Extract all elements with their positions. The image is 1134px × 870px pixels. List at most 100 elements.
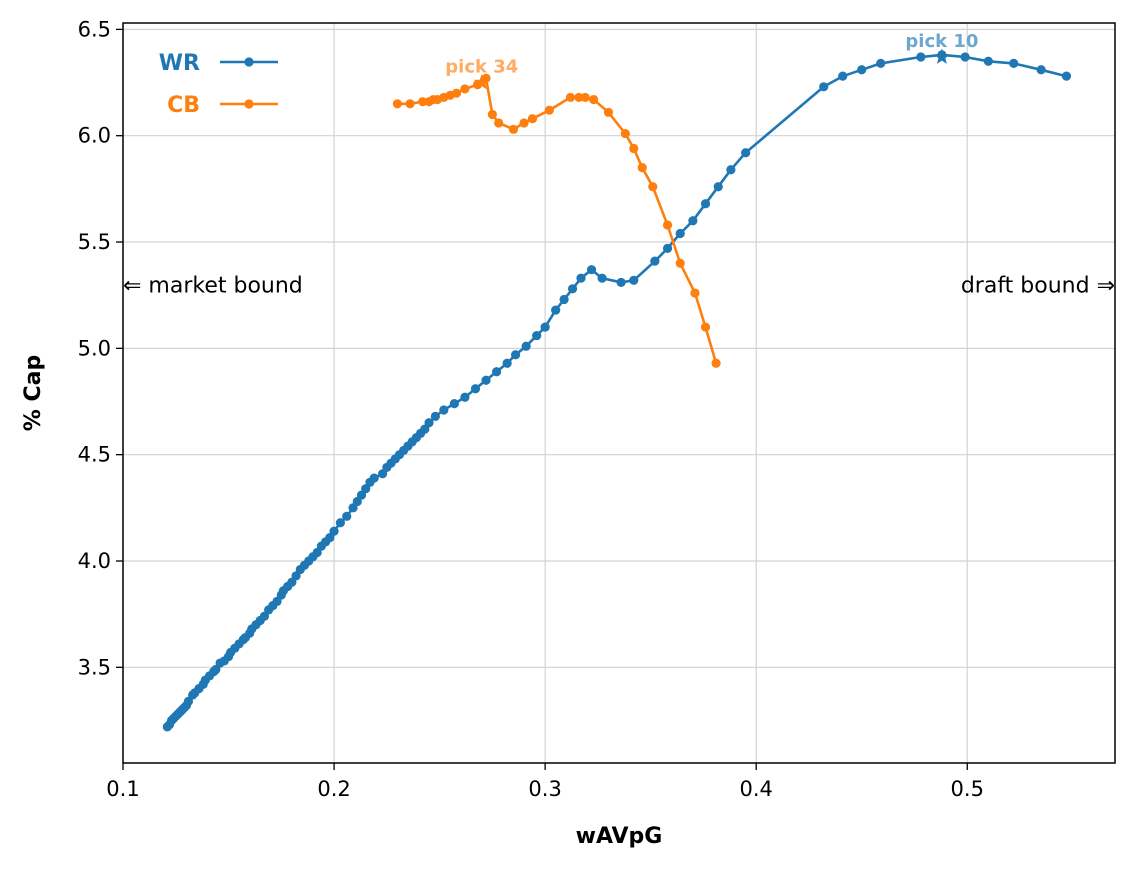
data-point-cb bbox=[662, 220, 673, 230]
y-tick-label: 6.5 bbox=[78, 17, 111, 41]
data-point-wr bbox=[449, 399, 459, 409]
x-tick-label: 0.1 bbox=[106, 777, 139, 801]
x-axis: 0.1 0.2 0.3 0.4 0.5 bbox=[106, 763, 984, 801]
data-point-wr bbox=[616, 277, 626, 288]
data-point-cb bbox=[700, 322, 711, 332]
data-point-wr bbox=[876, 58, 886, 69]
legend-marker-cb bbox=[244, 99, 254, 109]
series-cb bbox=[392, 73, 721, 368]
data-point-wr bbox=[567, 284, 578, 294]
legend-label-wr: WR bbox=[159, 51, 200, 76]
data-point-cb bbox=[527, 114, 538, 124]
series-wr bbox=[162, 50, 1072, 732]
data-point-wr bbox=[597, 273, 607, 283]
data-point-cb bbox=[574, 92, 584, 103]
data-point-cb bbox=[580, 92, 590, 103]
x-tick-label: 0.5 bbox=[951, 777, 984, 801]
data-point-wr bbox=[481, 375, 491, 385]
data-point-wr bbox=[662, 243, 673, 254]
x-axis-title: wAVpG bbox=[576, 824, 663, 849]
data-point-wr bbox=[838, 71, 848, 81]
data-point-cb bbox=[620, 128, 630, 139]
y-tick-label: 6.0 bbox=[78, 124, 111, 148]
x-tick-label: 0.4 bbox=[739, 777, 772, 801]
star-marker-icon bbox=[933, 48, 950, 64]
series-line-wr bbox=[166, 53, 1067, 728]
draft-bound-note: draft bound ⇒ bbox=[961, 274, 1115, 299]
x-tick-label: 0.2 bbox=[317, 777, 350, 801]
data-point-cb bbox=[690, 288, 700, 298]
data-point-wr bbox=[502, 358, 512, 368]
annotations: pick 10 pick 34 bbox=[445, 31, 978, 90]
data-point-wr bbox=[983, 56, 993, 66]
data-point-cb bbox=[451, 88, 462, 98]
data-point-wr bbox=[460, 392, 470, 402]
data-point-wr bbox=[559, 294, 569, 305]
data-point-wr bbox=[540, 322, 550, 332]
star-marker-icon bbox=[473, 74, 490, 90]
data-point-cb bbox=[675, 258, 685, 268]
y-tick-label: 5.0 bbox=[78, 336, 111, 360]
legend-label-cb: CB bbox=[167, 93, 200, 118]
y-tick-label: 5.5 bbox=[78, 230, 111, 254]
data-point-wr bbox=[700, 199, 711, 209]
data-point-wr bbox=[741, 148, 751, 158]
data-point-cb bbox=[629, 143, 639, 154]
data-point-wr bbox=[521, 341, 531, 351]
data-point-wr bbox=[335, 518, 345, 528]
data-point-cb bbox=[544, 105, 554, 115]
data-point-wr bbox=[586, 265, 597, 275]
data-point-wr bbox=[576, 273, 586, 283]
data-point-wr bbox=[532, 330, 542, 341]
data-point-cb bbox=[565, 92, 576, 103]
data-point-cb bbox=[494, 118, 504, 128]
y-tick-label: 4.5 bbox=[78, 443, 111, 467]
data-point-wr bbox=[470, 384, 481, 394]
data-point-cb bbox=[519, 118, 529, 128]
grid-lines bbox=[122, 23, 1115, 763]
data-point-cb bbox=[460, 84, 470, 94]
data-point-wr bbox=[629, 275, 639, 285]
annotation-label: pick 34 bbox=[445, 57, 518, 78]
data-point-wr bbox=[726, 165, 736, 175]
data-point-wr bbox=[1061, 71, 1072, 81]
data-point-cb bbox=[405, 99, 415, 109]
y-tick-label: 4.0 bbox=[78, 549, 111, 573]
legend-marker-wr bbox=[244, 57, 254, 67]
data-point-wr bbox=[551, 305, 561, 315]
x-tick-label: 0.3 bbox=[528, 777, 561, 801]
data-point-wr bbox=[439, 405, 449, 415]
plot-frame bbox=[122, 22, 1116, 764]
data-point-wr bbox=[675, 228, 685, 239]
data-point-wr bbox=[819, 82, 829, 92]
y-axis: 3.5 4.0 4.5 5.0 5.5 6.0 6.5 bbox=[78, 17, 123, 679]
y-axis-title: % Cap bbox=[21, 355, 46, 431]
data-point-cb bbox=[637, 162, 647, 173]
legend: WR CB bbox=[159, 51, 278, 118]
data-point-wr bbox=[329, 526, 339, 536]
data-point-wr bbox=[650, 256, 660, 266]
plot-area bbox=[162, 50, 1072, 732]
data-point-cb bbox=[603, 107, 614, 117]
data-point-wr bbox=[342, 511, 352, 521]
data-point-cb bbox=[711, 358, 721, 368]
data-point-wr bbox=[1009, 58, 1019, 69]
data-point-wr bbox=[369, 473, 379, 483]
data-point-wr bbox=[424, 418, 434, 428]
data-point-wr bbox=[857, 65, 867, 75]
data-point-cb bbox=[589, 94, 599, 105]
data-point-wr bbox=[688, 216, 698, 226]
data-point-wr bbox=[916, 52, 926, 62]
data-point-cb bbox=[487, 109, 497, 120]
market-bound-note: ⇐ market bound bbox=[123, 274, 303, 299]
annotation-label: pick 10 bbox=[905, 31, 978, 52]
data-point-cb bbox=[648, 182, 658, 192]
data-point-wr bbox=[510, 350, 521, 360]
data-point-cb bbox=[418, 97, 428, 107]
data-point-wr bbox=[713, 182, 723, 192]
data-point-cb bbox=[508, 124, 519, 134]
data-point-wr bbox=[491, 367, 502, 377]
data-point-wr bbox=[430, 411, 440, 421]
data-point-cb bbox=[392, 99, 402, 109]
